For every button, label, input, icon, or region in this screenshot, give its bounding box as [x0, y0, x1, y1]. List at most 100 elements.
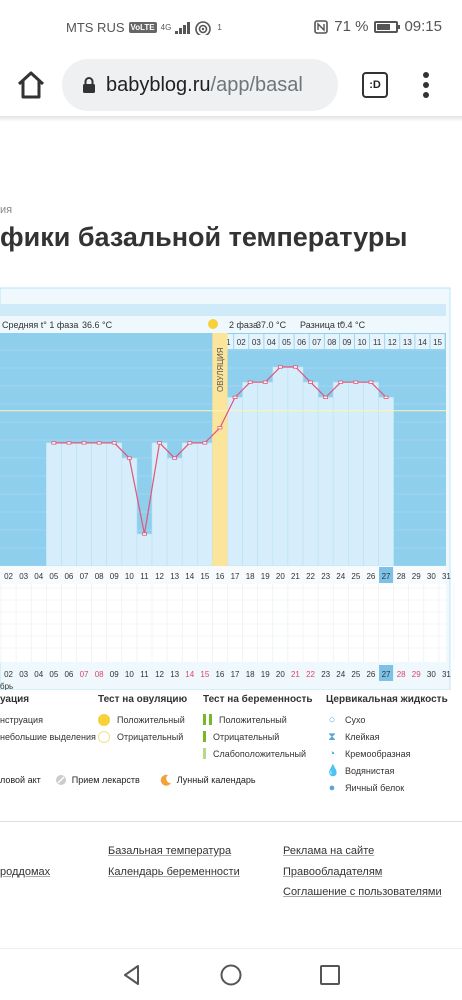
cycle-day-label: 28: [397, 572, 406, 581]
cycle-day-label: 06: [64, 572, 73, 581]
more-menu-icon[interactable]: [420, 70, 432, 100]
temperature-bar: [242, 381, 259, 567]
calendar-day-label: 26: [366, 670, 375, 679]
legend-item: небольшие выделения: [0, 728, 96, 745]
calendar-day-label: 15: [200, 670, 209, 679]
temperature-bar: [91, 442, 107, 567]
temperature-bar: [166, 457, 183, 567]
phase2-day-label: 10: [358, 338, 367, 347]
footer-link-pregnancy-calendar[interactable]: Календарь беременности: [108, 866, 240, 878]
lock-icon: [83, 77, 95, 93]
legend-bottom-row: ловой акт Прием лекарств Лунный календар…: [0, 774, 462, 786]
phase2-day-label: 06: [297, 338, 306, 347]
legend-item: ○ Сухо: [326, 711, 448, 728]
cycle-day-label: 09: [110, 572, 119, 581]
temperature-bar: [302, 381, 319, 567]
diff-value: 0.4 °С: [340, 320, 366, 330]
calendar-day-label: 29: [412, 670, 421, 679]
cycle-day-label: 19: [261, 572, 270, 581]
calendar-day-label: 28: [397, 670, 406, 679]
single-bar-icon: [203, 731, 206, 742]
signal-sub: 1: [217, 23, 222, 32]
calendar-day-label: 08: [95, 670, 104, 679]
faint-bar-icon: [203, 748, 206, 759]
phase2-day-cell: [234, 334, 249, 349]
temperature-point: [353, 380, 359, 384]
url-bar[interactable]: babyblog.ru/app/basal: [62, 59, 338, 111]
network-label: 4G: [160, 23, 172, 32]
carrier-label: MTS RUS: [66, 20, 125, 35]
ovulation-column: [212, 333, 228, 566]
temperature-bar: [363, 381, 379, 567]
legend-item: ● Яичный белок: [326, 779, 448, 796]
signal-icon: [175, 21, 191, 34]
home-circle-icon[interactable]: [219, 963, 243, 987]
cycle-day-label: 31: [442, 572, 451, 581]
phase2-label: 2 фаза: [229, 320, 258, 330]
cycle-day-label: 12: [155, 572, 164, 581]
url-path: /app/basal: [210, 73, 303, 96]
legend-ovulation-title: Тест на овуляцию: [98, 694, 188, 705]
phase2-day-label: 15: [433, 338, 442, 347]
legend-ovulation-test: Тест на овуляцию Положительный Отрицател…: [98, 694, 187, 745]
footer-link-agreement[interactable]: Соглашение с пользователями: [283, 886, 442, 898]
phase2-day-label: 02: [237, 338, 246, 347]
footer-link-maternity[interactable]: роддомах: [0, 866, 51, 878]
temperature-point: [323, 395, 329, 399]
recents-icon[interactable]: [318, 963, 342, 987]
calendar-day-label: 09: [110, 670, 119, 679]
legend-item: Отрицательный: [203, 728, 313, 745]
cycle-day-label: 22: [306, 572, 315, 581]
breadcrumb[interactable]: ия: [0, 204, 13, 216]
footer-link-ads[interactable]: Реклама на сайте: [283, 845, 375, 857]
moon-icon: [160, 774, 171, 786]
temperature-bar: [76, 442, 92, 567]
legend-item-label: Отрицательный: [213, 731, 280, 742]
calendar-day-label: 18: [246, 670, 255, 679]
temperature-bar: [106, 442, 123, 567]
cycle-day-label: 20: [276, 572, 285, 581]
cycle-day-label: 10: [125, 572, 134, 581]
legend-medication-label: Прием лекарств: [71, 775, 140, 785]
legend-menstruation-title: уация: [0, 694, 30, 705]
temperature-point: [383, 395, 389, 399]
phase2-day-cell: [339, 334, 355, 349]
phase2-day-label: 11: [373, 338, 382, 347]
phase2-day-label: 05: [282, 338, 291, 347]
footer-link-rights[interactable]: Правообладателям: [283, 866, 383, 878]
home-icon[interactable]: [14, 68, 48, 102]
back-icon[interactable]: [120, 963, 144, 987]
empty-circle-icon: [98, 730, 110, 743]
temperature-bar: [61, 442, 77, 567]
ovulation-label: ОВУЛЯЦИЯ: [216, 347, 225, 392]
today-highlight: [379, 567, 394, 583]
chart-top-strip: [0, 304, 446, 316]
cycle-day-label: 14: [185, 572, 194, 581]
legend-menstruation: уация нструация небольшие выделения: [0, 694, 96, 745]
temperature-bar: [332, 381, 349, 567]
wifi-icon: [195, 20, 212, 35]
legend-item-label: Водянистая: [345, 765, 395, 776]
temperature-point: [126, 456, 132, 460]
cycle-day-label: 23: [321, 572, 330, 581]
cycle-day-label: 21: [291, 572, 300, 581]
legend-item: 💧 Водянистая: [326, 762, 448, 779]
chart-legend: уация нструация небольшие выделения Тест…: [0, 694, 462, 794]
calendar-day-label: 10: [125, 670, 134, 679]
temperature-point: [111, 441, 117, 445]
cycle-day-label: 11: [140, 572, 149, 581]
footer-link-basal[interactable]: Базальная температура: [108, 845, 232, 857]
temperature-point: [247, 380, 253, 384]
legend-pregnancy-title: Тест на беременность: [203, 694, 313, 705]
phase2-day-cell: [264, 334, 279, 349]
cycle-day-label: 16: [215, 572, 224, 581]
phase2-day-cell: [370, 334, 385, 349]
phase2-day-cell: [385, 334, 400, 349]
temperature-bar: [197, 442, 213, 567]
clock: 09:15: [404, 18, 442, 35]
footer-divider: [0, 821, 462, 822]
tab-switcher-button[interactable]: :D: [362, 72, 388, 98]
calendar-day-label: 25: [351, 670, 360, 679]
phase2-day-cell: [415, 334, 430, 349]
phase2-value: 37.0 °С: [256, 320, 287, 330]
